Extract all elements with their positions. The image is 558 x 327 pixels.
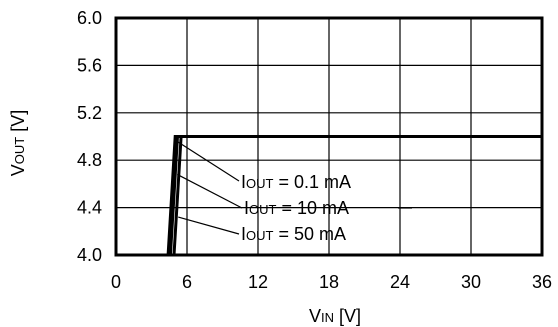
x-tick-label: 0 xyxy=(111,272,121,292)
x-tick-labels: 0 6 12 18 24 30 36 xyxy=(111,272,552,292)
y-tick-labels: 4.0 4.4 4.8 5.2 5.6 6.0 xyxy=(77,8,102,265)
x-tick-label: 36 xyxy=(532,272,552,292)
y-tick-label: 5.2 xyxy=(77,103,102,123)
annotation-leaders xyxy=(176,140,412,235)
x-tick-label: 6 xyxy=(182,272,192,292)
y-tick-label: 4.4 xyxy=(77,198,102,218)
x-tick-label: 30 xyxy=(461,272,481,292)
x-axis-label: VIN [V] xyxy=(309,306,361,326)
annotation-leader-2 xyxy=(176,173,243,209)
y-tick-label: 6.0 xyxy=(77,8,102,28)
y-tick-label: 5.6 xyxy=(77,55,102,75)
annotation-leader-1 xyxy=(176,140,240,182)
series-line-1 xyxy=(166,135,542,256)
series-line-3 xyxy=(172,135,542,256)
y-axis-label: VOUT [V] xyxy=(8,110,28,176)
x-tick-label: 24 xyxy=(390,272,410,292)
annotation-iout-0-1ma: IOUT = 0.1 mA xyxy=(241,172,351,192)
series-line-2 xyxy=(168,135,542,256)
annotations: IOUT = 0.1 mA IOUT = 10 mA IOUT = 50 mA xyxy=(241,172,351,244)
annotation-leader-3 xyxy=(178,216,240,235)
x-tick-label: 18 xyxy=(319,272,339,292)
y-tick-label: 4.8 xyxy=(77,150,102,170)
x-tick-label: 12 xyxy=(248,272,268,292)
y-tick-label: 4.0 xyxy=(77,245,102,265)
series-lines xyxy=(166,135,542,256)
annotation-iout-10ma: IOUT = 10 mA xyxy=(244,198,349,218)
annotation-iout-50ma: IOUT = 50 mA xyxy=(241,224,346,244)
plot-frame xyxy=(114,16,544,257)
